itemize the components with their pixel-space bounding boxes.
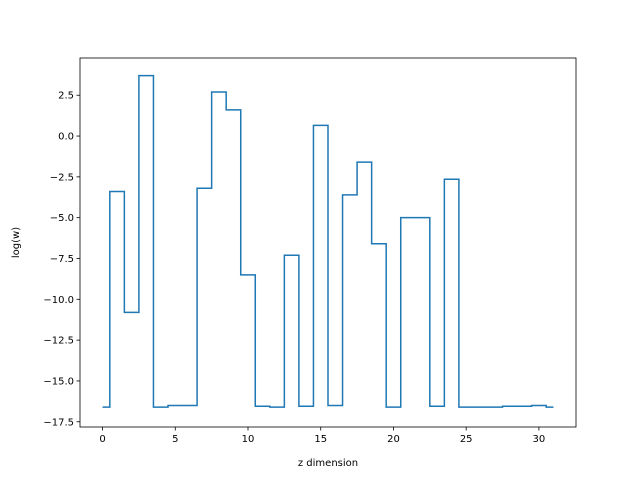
plot-frame <box>79 57 577 428</box>
x-tick-label: 0 <box>99 434 105 445</box>
y-axis-label: log(w) <box>11 227 22 258</box>
y-tick-label: 0.0 <box>58 132 74 143</box>
x-axis-label: z dimension <box>298 458 358 469</box>
y-tick-label: −5.0 <box>50 213 74 224</box>
y-tick-label: 2.5 <box>58 91 74 102</box>
x-tick-label: 15 <box>314 434 327 445</box>
axes-layer: 0 5 10 15 20 25 30 −17.5 −15.0 −12.5 −10.0 −7.5 −5.0… <box>43 57 577 445</box>
series-line-0 <box>102 74 554 408</box>
y-tick-label: −7.5 <box>50 254 74 265</box>
y-tick-label: −10.0 <box>43 295 74 306</box>
y-tick-label: −2.5 <box>50 172 74 183</box>
x-tick-label: 20 <box>387 434 400 445</box>
series-layer <box>102 74 554 408</box>
y-tick-label: −12.5 <box>43 336 74 347</box>
x-tick-label: 25 <box>460 434 473 445</box>
y-tick-label: −15.0 <box>43 376 74 387</box>
x-tick-label: 10 <box>242 434 255 445</box>
x-tick-label: 30 <box>533 434 546 445</box>
x-tick-label: 5 <box>172 434 178 445</box>
y-tick-label: −17.5 <box>43 417 74 428</box>
